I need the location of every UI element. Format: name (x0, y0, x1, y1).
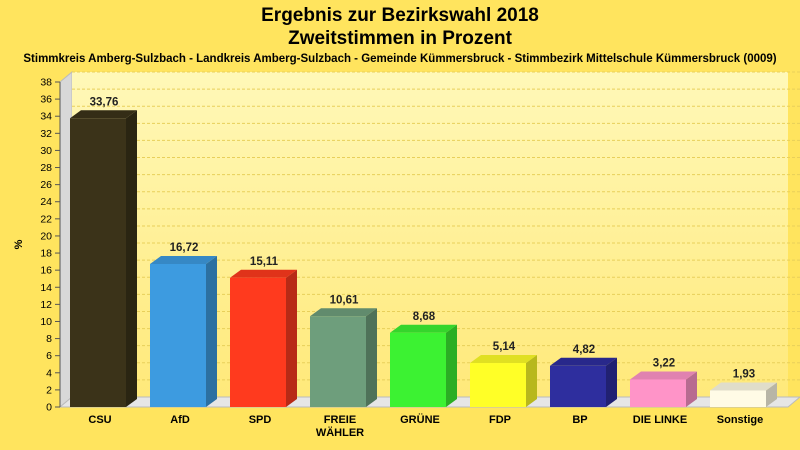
bar-top (470, 355, 537, 364)
x-tick-label: GRÜNE (400, 413, 440, 426)
y-tick-label: 16 (40, 265, 52, 277)
y-tick-label: 0 (46, 402, 52, 414)
bar-front (310, 316, 366, 407)
y-tick-label: 38 (40, 77, 52, 89)
y-tick-label: 18 (40, 248, 52, 260)
bar-side (286, 269, 297, 407)
y-tick-label: 6 (46, 350, 52, 362)
bar-front (630, 379, 686, 407)
y-tick-label: 32 (40, 128, 52, 140)
y-tick-label: 26 (40, 179, 52, 191)
value-label: 10,61 (330, 294, 359, 306)
value-label: 8,68 (413, 311, 436, 323)
bars (70, 110, 777, 408)
value-label: 4,82 (573, 344, 595, 356)
y-tick-label: 4 (46, 367, 52, 379)
y-tick-label: 22 (40, 213, 52, 225)
bar-side (366, 308, 377, 407)
x-tick-label: FDP (489, 414, 511, 426)
bar-side (206, 256, 217, 407)
y-tick-label: 36 (40, 94, 52, 106)
bar-side (686, 371, 697, 407)
x-tick-label: WÄHLER (316, 426, 364, 439)
y-tick-label: 20 (40, 230, 52, 242)
bar-fdp (470, 355, 537, 407)
bar-top (710, 382, 777, 391)
bar-spd (230, 269, 297, 407)
value-label: 33,76 (90, 96, 119, 108)
bar-side (606, 357, 617, 407)
bar-top (230, 269, 297, 278)
bar-top (310, 308, 377, 317)
bar-grüne (390, 324, 457, 407)
y-tick-label: 2 (46, 384, 52, 396)
y-axis-label: % (13, 239, 25, 249)
bar-side (446, 324, 457, 407)
y-tick-label: 28 (40, 162, 52, 174)
chart-subtitle: Zweitstimmen in Prozent (288, 28, 512, 49)
bar-side (126, 110, 137, 408)
x-tick-label: Sonstige (717, 414, 763, 426)
bar-die-linke (630, 371, 697, 407)
y-tick-label: 10 (40, 316, 52, 328)
bar-front (470, 363, 526, 407)
bar-afd (150, 256, 217, 407)
bar-sonstige (710, 382, 777, 407)
y-tick-label: 24 (40, 196, 52, 208)
bar-freie-wähler (310, 308, 377, 407)
bar-front (390, 332, 446, 407)
bar-front (230, 277, 286, 407)
x-tick-label: DIE LINKE (633, 414, 687, 426)
y-tick-label: 34 (40, 111, 52, 123)
bar-top (550, 357, 617, 366)
value-label: 16,72 (170, 242, 199, 254)
chart-title: Ergebnis zur Bezirkswahl 2018 (261, 5, 539, 26)
value-label: 1,93 (733, 368, 755, 380)
bar-side (766, 382, 777, 407)
bar-top (390, 324, 457, 333)
value-labels: 33,76 16,72 15,11 10,61 8,68 5,14 4,82 3,22 1,93 (90, 96, 756, 380)
y-tick-label: 30 (40, 145, 52, 157)
bar-front (70, 118, 126, 408)
bar-top (630, 371, 697, 380)
chart-region-subtitle: Stimmkreis Amberg-Sulzbach - Landkreis A… (23, 53, 777, 65)
x-tick-label: SPD (249, 414, 272, 426)
bar-csu (70, 110, 137, 408)
x-tick-label: BP (572, 414, 587, 426)
bar-side (526, 355, 537, 407)
value-label: 15,11 (250, 256, 279, 268)
y-tick-label: 12 (40, 299, 52, 311)
bar-bp (550, 357, 617, 407)
x-tick-label: FREIE (324, 414, 356, 426)
bar-top (70, 110, 137, 119)
y-tick-label: 14 (40, 282, 52, 294)
bar-front (550, 365, 606, 407)
value-label: 3,22 (653, 357, 675, 369)
y-tick-label: 8 (46, 333, 52, 345)
value-label: 5,14 (493, 341, 516, 353)
x-tick-label: CSU (88, 414, 111, 426)
x-tick-label: AfD (170, 414, 190, 426)
bar-front (710, 390, 766, 407)
bar-top (150, 256, 217, 264)
bar-front (150, 264, 206, 407)
